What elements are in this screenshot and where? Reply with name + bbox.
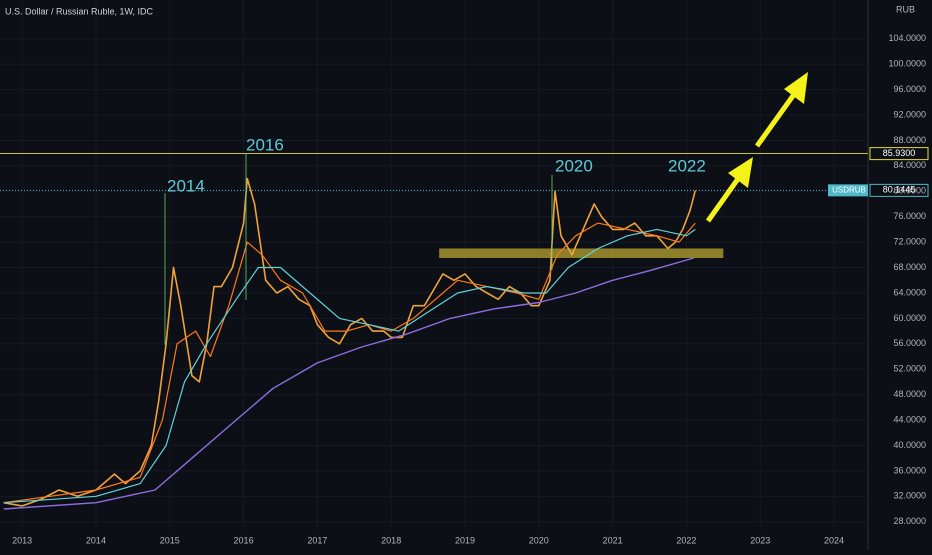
x-tick-label: 2021 — [603, 535, 623, 545]
annotation: 2022 — [668, 156, 706, 175]
x-tick-label: 2023 — [750, 535, 770, 545]
x-tick-label: 2015 — [160, 535, 180, 545]
price-line — [3, 177, 697, 507]
y-tick-label: 60.0000 — [893, 313, 926, 323]
x-tick-label: 2013 — [12, 535, 32, 545]
x-tick-label: 2016 — [234, 535, 254, 545]
support-zone — [439, 248, 724, 259]
arrows — [705, 72, 808, 223]
y-tick-label: 104.0000 — [888, 33, 926, 43]
grid — [0, 0, 868, 530]
y-tick-label: 72.0000 — [893, 236, 926, 246]
y-tick-label: 48.0000 — [893, 389, 926, 399]
x-tick-label: 2022 — [676, 535, 696, 545]
y-tick-label: 88.0000 — [893, 135, 926, 145]
y-tick-label: 52.0000 — [893, 364, 926, 374]
y-tick-label: 100.0000 — [888, 59, 926, 69]
y-tick-label: 96.0000 — [893, 84, 926, 94]
level-label: 85.9300 — [883, 148, 916, 158]
y-tick-label: 32.0000 — [893, 491, 926, 501]
x-tick-label: 2017 — [307, 535, 327, 545]
level-label: 80.1445 — [883, 185, 916, 195]
y-tick-label: 28.0000 — [893, 516, 926, 526]
annotation: 2020 — [555, 156, 593, 175]
annotation: 2016 — [246, 135, 284, 154]
y-tick-label: 36.0000 — [893, 465, 926, 475]
level-label-box — [869, 183, 929, 197]
y-tick-label: 84.0000 — [893, 160, 926, 170]
arrow-head — [728, 157, 753, 188]
y-tick-label: 56.0000 — [893, 338, 926, 348]
y-tick-label: 92.0000 — [893, 109, 926, 119]
y-tick-label: 64.0000 — [893, 287, 926, 297]
y-tick-label: 44.0000 — [893, 414, 926, 424]
arrow-shaft — [754, 91, 798, 148]
series-tag-box — [828, 184, 868, 197]
x-tick-label: 2014 — [86, 535, 106, 545]
price-line — [3, 228, 696, 504]
chart-title: U.S. Dollar / Russian Ruble, 1W, IDC — [5, 6, 154, 16]
x-tick-label: 2019 — [455, 535, 475, 545]
price-line — [3, 257, 694, 510]
annotation: 2014 — [167, 176, 205, 195]
y-tick-label: 80.0000 — [893, 186, 926, 196]
plot — [0, 153, 868, 510]
arrow-shaft — [705, 174, 743, 223]
y-tick-label: 68.0000 — [893, 262, 926, 272]
series-tag: USDRUB — [832, 185, 866, 194]
x-tick-label: 2018 — [381, 535, 401, 545]
arrow-head — [784, 72, 808, 104]
x-tick-label: 2024 — [824, 535, 844, 545]
y-tick-label: 76.0000 — [893, 211, 926, 221]
x-tick-label: 2020 — [529, 535, 549, 545]
currency-label: RUB — [896, 4, 915, 14]
level-label-box — [869, 147, 929, 161]
y-tick-label: 40.0000 — [893, 440, 926, 450]
